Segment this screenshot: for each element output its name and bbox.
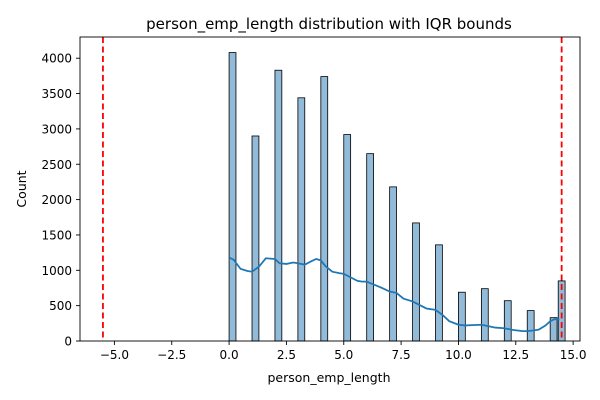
x-axis-label: person_emp_length [268, 370, 391, 385]
x-tick-label: −2.5 [157, 348, 186, 362]
histogram-bar [435, 244, 443, 342]
y-tick-label: 0 [64, 335, 72, 349]
histogram-bar [366, 153, 374, 342]
chart-title: person_emp_length distribution with IQR … [146, 15, 512, 34]
y-tick-label: 1500 [41, 228, 72, 242]
y-tick-label: 3000 [41, 122, 72, 136]
y-tick-label: 2500 [41, 158, 72, 172]
histogram-bars [228, 52, 566, 342]
x-tick-label: 5.0 [334, 348, 353, 362]
histogram-bar [320, 76, 329, 342]
y-axis-label: Count [14, 170, 29, 207]
histogram-bar [503, 300, 512, 342]
histogram-bar [274, 69, 283, 342]
x-tick-label: 12.5 [502, 348, 529, 362]
histogram-bar [251, 135, 260, 342]
x-tick-label: 10.0 [445, 348, 472, 362]
x-tick-label: 15.0 [560, 348, 587, 362]
y-axis-ticks: 0 500 1000 1500 2000 2500 3000 3500 4000 [41, 52, 80, 349]
y-tick-label: 2000 [41, 193, 72, 207]
histogram-bar [480, 288, 489, 342]
iqr-bound-lines [102, 37, 563, 341]
plot-frame [79, 36, 581, 342]
histogram-bar [458, 291, 466, 342]
x-tick-label: 2.5 [277, 348, 296, 362]
y-tick-label: 1000 [41, 264, 72, 278]
x-axis-ticks: −5.0 −2.5 0.0 2.5 5.0 7.5 10.0 12.5 15.0 [100, 341, 587, 362]
y-tick-label: 4000 [41, 52, 72, 66]
x-tick-label: 7.5 [392, 348, 411, 362]
histogram-bar [343, 134, 352, 342]
y-tick-label: 3500 [41, 87, 72, 101]
y-tick-label: 500 [49, 299, 72, 313]
histogram-bar [228, 52, 237, 342]
kde-curve [228, 256, 560, 332]
histogram-bar [526, 310, 535, 342]
histogram-bar [297, 97, 306, 342]
x-tick-label: −5.0 [100, 348, 129, 362]
x-tick-label: 0.0 [220, 348, 239, 362]
histogram-bar [389, 186, 397, 342]
histogram-bar [412, 222, 420, 342]
